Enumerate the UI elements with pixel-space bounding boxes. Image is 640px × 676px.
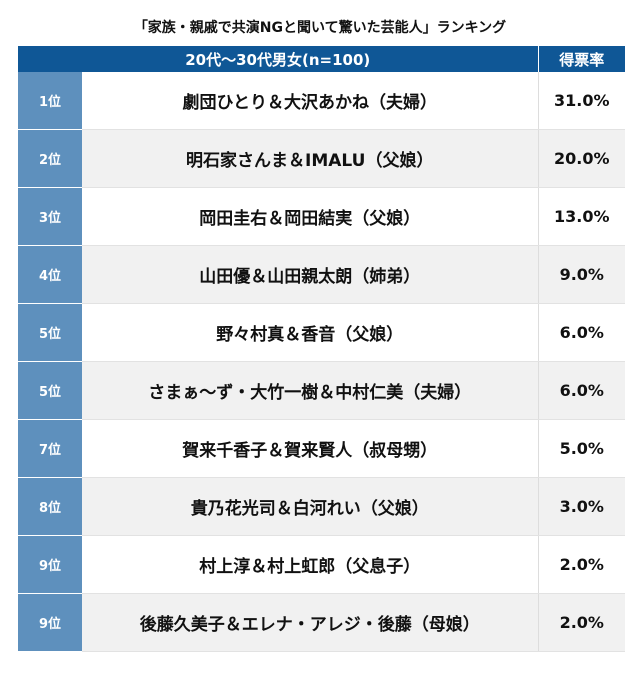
- name-cell: 後藤久美子＆エレナ・アレジ・後藤（母娘）: [82, 593, 539, 652]
- rank-cell: 8位: [18, 477, 82, 536]
- rank-cell: 9位: [18, 593, 82, 652]
- rate-cell: 6.0%: [538, 303, 625, 362]
- table-row: 4位 山田優＆山田親太朗（姉弟） 9.0%: [18, 245, 625, 304]
- name-cell: さまぁ〜ず・大竹一樹＆中村仁美（夫婦）: [82, 361, 539, 420]
- table-row: 3位 岡田圭右＆岡田結実（父娘） 13.0%: [18, 187, 625, 246]
- table-row: 9位 村上淳＆村上虹郎（父息子） 2.0%: [18, 535, 625, 594]
- table-row: 2位 明石家さんま＆IMALU（父娘） 20.0%: [18, 129, 625, 188]
- name-cell: 明石家さんま＆IMALU（父娘）: [82, 129, 539, 188]
- header-rate: 得票率: [538, 46, 625, 72]
- rate-cell: 31.0%: [538, 72, 625, 130]
- rate-cell: 13.0%: [538, 187, 625, 246]
- name-cell: 貴乃花光司＆白河れい（父娘）: [82, 477, 539, 536]
- table-row: 9位 後藤久美子＆エレナ・アレジ・後藤（母娘） 2.0%: [18, 593, 625, 652]
- rank-cell: 1位: [18, 72, 82, 130]
- rank-cell: 7位: [18, 419, 82, 478]
- rank-cell: 3位: [18, 187, 82, 246]
- name-cell: 賀来千香子＆賀来賢人（叔母甥）: [82, 419, 539, 478]
- rank-cell: 5位: [18, 303, 82, 362]
- table-row: 5位 野々村真＆香音（父娘） 6.0%: [18, 303, 625, 362]
- rate-cell: 6.0%: [538, 361, 625, 420]
- ranking-table: 20代〜30代男女(n=100) 得票率 1位 劇団ひとり＆大沢あかね（夫婦） 31…: [18, 46, 625, 652]
- rate-cell: 20.0%: [538, 129, 625, 188]
- rank-cell: 4位: [18, 245, 82, 304]
- ranking-title: 「家族・親戚で共演NGと聞いて驚いた芸能人」ランキング: [133, 20, 507, 36]
- table-header: 20代〜30代男女(n=100) 得票率: [18, 46, 625, 72]
- header-group: 20代〜30代男女(n=100): [18, 46, 539, 72]
- rate-cell: 2.0%: [538, 535, 625, 594]
- name-cell: 野々村真＆香音（父娘）: [82, 303, 539, 362]
- table-row: 7位 賀来千香子＆賀来賢人（叔母甥） 5.0%: [18, 419, 625, 478]
- name-cell: 村上淳＆村上虹郎（父息子）: [82, 535, 539, 594]
- table-row: 5位 さまぁ〜ず・大竹一樹＆中村仁美（夫婦） 6.0%: [18, 361, 625, 420]
- name-cell: 岡田圭右＆岡田結実（父娘）: [82, 187, 539, 246]
- rate-cell: 3.0%: [538, 477, 625, 536]
- rate-cell: 5.0%: [538, 419, 625, 478]
- rank-cell: 5位: [18, 361, 82, 420]
- name-cell: 劇団ひとり＆大沢あかね（夫婦）: [82, 72, 539, 130]
- name-cell: 山田優＆山田親太朗（姉弟）: [82, 245, 539, 304]
- rate-cell: 9.0%: [538, 245, 625, 304]
- rank-cell: 2位: [18, 129, 82, 188]
- table-row: 1位 劇団ひとり＆大沢あかね（夫婦） 31.0%: [18, 72, 625, 130]
- rank-cell: 9位: [18, 535, 82, 594]
- table-row: 8位 貴乃花光司＆白河れい（父娘） 3.0%: [18, 477, 625, 536]
- rate-cell: 2.0%: [538, 593, 625, 652]
